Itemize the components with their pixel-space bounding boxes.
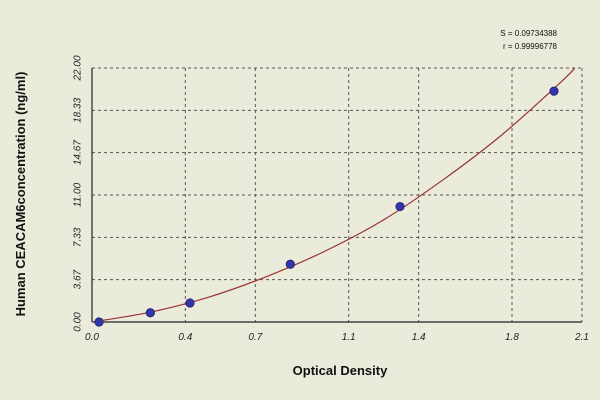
x-tick-labels: 0.0 0.4 0.7 1.1 1.4 1.8 2.1 [85,332,589,343]
x-tick-label: 0.4 [178,332,192,343]
y-tick-label: 22.00 [73,55,84,81]
curve-layer [91,67,576,323]
x-tick-label: 1.8 [505,332,519,343]
stats-s-value: S = 0.09734388 [500,29,557,38]
data-point [285,259,295,269]
y-tick-label: 14.67 [73,140,84,165]
y-tick-label: 18.33 [73,97,84,122]
data-point [549,86,559,96]
y-tick-label: 0.00 [73,312,84,332]
x-axis-title: Optical Density [293,363,388,378]
grid-layer [92,67,583,322]
y-axis-title: Human CEACAM6concentration (ng/ml) [13,72,28,317]
x-tick-label: 1.1 [342,332,356,343]
y-tick-label: 3.67 [73,269,84,289]
data-point [395,201,405,212]
x-tick-label: 1.4 [412,332,426,343]
y-tick-labels: 0.00 3.67 7.33 11.00 14.67 18.33 22.00 [73,55,84,332]
data-point [145,308,155,318]
y-tick-label: 11.00 [73,182,84,207]
x-tick-label: 2.1 [574,332,589,343]
data-point [185,298,195,308]
x-tick-label: 0.0 [85,332,99,343]
points-layer [94,86,559,327]
stats-r-value: r = 0.99996778 [503,42,558,51]
fit-curve [91,67,576,323]
data-point [94,317,104,327]
axes-layer [91,68,582,323]
y-tick-label: 7.33 [73,227,84,247]
x-tick-label: 0.7 [248,332,262,343]
